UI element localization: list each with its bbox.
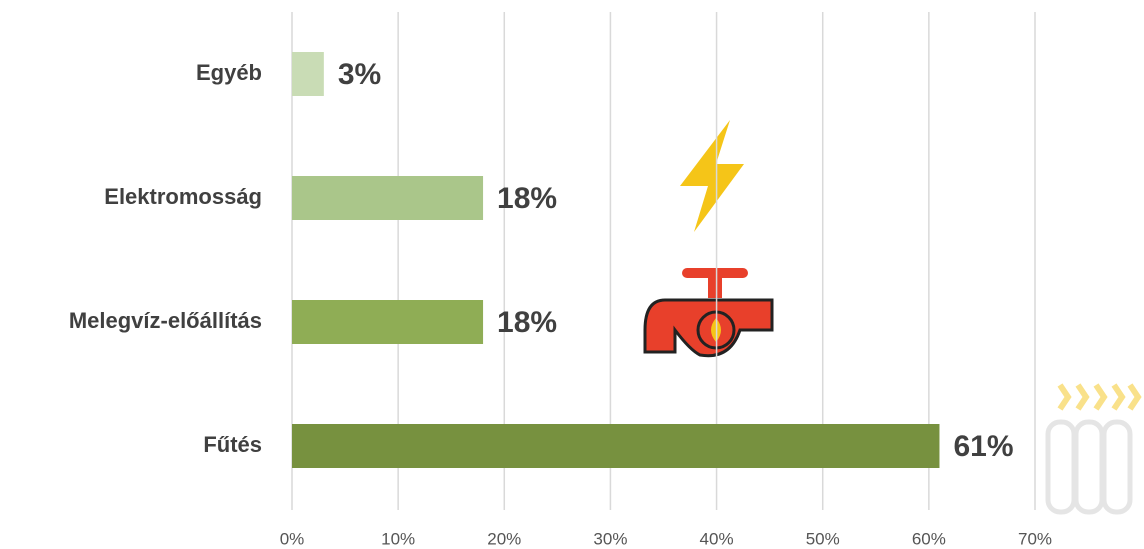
bar bbox=[292, 424, 940, 468]
x-tick-label: 10% bbox=[381, 529, 415, 548]
radiator-icon bbox=[1045, 383, 1142, 515]
y-tick-label: Fűtés bbox=[203, 432, 262, 457]
x-tick-label: 40% bbox=[700, 529, 734, 548]
value-label: 18% bbox=[497, 306, 557, 339]
x-tick-label: 60% bbox=[912, 529, 946, 548]
value-label: 18% bbox=[497, 182, 557, 215]
value-label: 61% bbox=[953, 430, 1013, 463]
x-tick-label: 0% bbox=[280, 529, 305, 548]
icons bbox=[643, 120, 1142, 515]
y-tick-label: Elektromosság bbox=[104, 184, 262, 209]
x-tick-label: 70% bbox=[1018, 529, 1052, 548]
lightning-icon bbox=[680, 120, 744, 232]
x-tick-label: 20% bbox=[487, 529, 521, 548]
bar bbox=[292, 52, 324, 96]
x-tick-label: 50% bbox=[806, 529, 840, 548]
faucet-icon bbox=[643, 268, 774, 358]
bar bbox=[292, 176, 484, 220]
x-tick-label: 30% bbox=[593, 529, 627, 548]
value-label: 3% bbox=[338, 58, 381, 91]
y-tick-label: Melegvíz-előállítás bbox=[69, 308, 262, 333]
bar bbox=[292, 300, 484, 344]
y-tick-label: Egyéb bbox=[196, 60, 262, 85]
